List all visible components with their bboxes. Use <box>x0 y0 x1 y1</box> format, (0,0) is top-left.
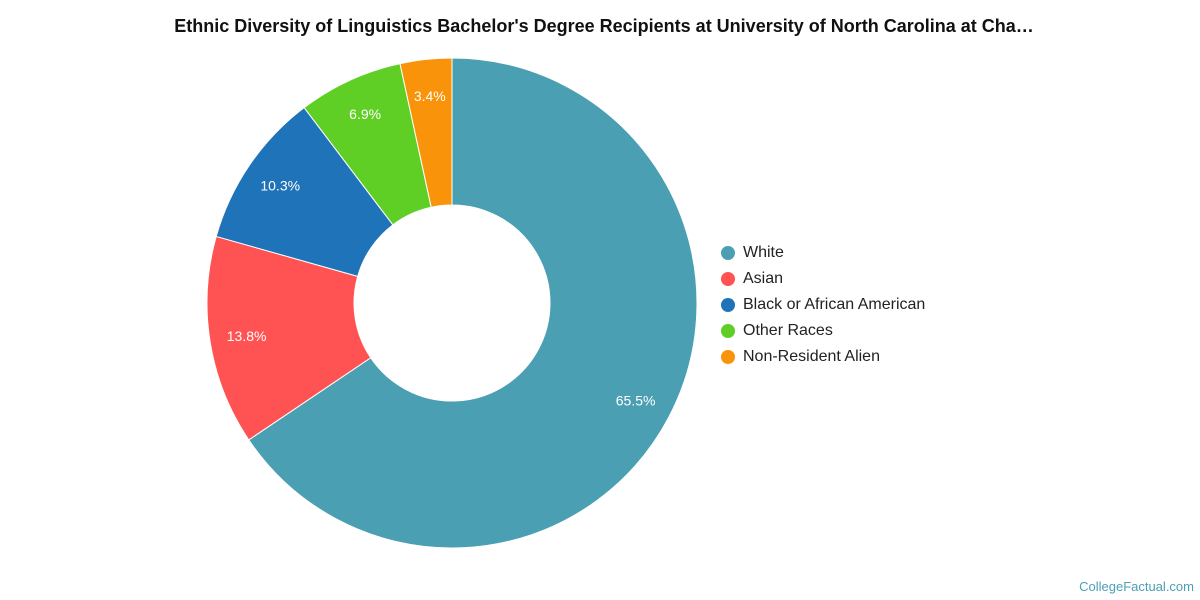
chart-legend: White Asian Black or African American Ot… <box>721 240 925 370</box>
slice-black-or-african-american[interactable] <box>215 106 394 277</box>
legend-item-black-or-african-american[interactable]: Black or African American <box>721 292 925 318</box>
legend-swatch-asian <box>721 272 735 286</box>
legend-swatch-non-resident-alien <box>721 350 735 364</box>
legend-swatch-white <box>721 246 735 260</box>
source-watermark[interactable]: CollegeFactual.com <box>1079 579 1194 594</box>
legend-label-white: White <box>743 244 784 261</box>
legend-label-non-resident-alien: Non-Resident Alien <box>743 348 880 365</box>
legend-item-other-races[interactable]: Other Races <box>721 318 925 344</box>
legend-label-other-races: Other Races <box>743 322 833 339</box>
legend-swatch-black-or-african-american <box>721 298 735 312</box>
slice-non-resident-alien[interactable] <box>399 57 453 208</box>
chart-title: Ethnic Diversity of Linguistics Bachelor… <box>174 16 1034 36</box>
legend-swatch-other-races <box>721 324 735 338</box>
legend-label-asian: Asian <box>743 270 784 287</box>
slice-label-non-resident-alien: 3.4% <box>414 88 446 104</box>
legend-label-black-or-african-american: Black or African American <box>743 296 926 313</box>
legend-item-non-resident-alien[interactable]: Non-Resident Alien <box>721 344 925 370</box>
slice-label-other-races: 6.9% <box>349 106 381 122</box>
legend-item-white[interactable]: White <box>721 240 925 266</box>
slice-label-white: 65.5% <box>616 393 656 409</box>
legend-item-asian[interactable]: Asian <box>721 266 925 292</box>
slice-label-black-or-african-american: 10.3% <box>260 178 300 194</box>
slice-white[interactable] <box>248 57 698 549</box>
slice-asian[interactable] <box>206 235 372 441</box>
slice-label-asian: 13.8% <box>227 328 267 344</box>
